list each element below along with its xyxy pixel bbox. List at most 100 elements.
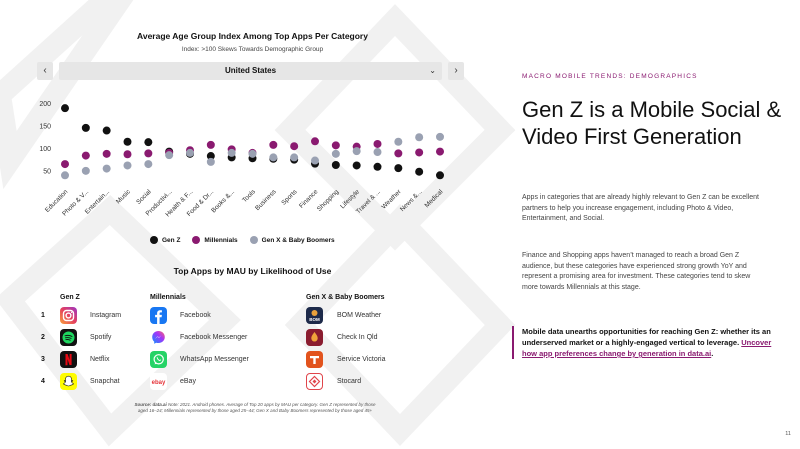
x-tick-label: Business: [254, 188, 278, 212]
data-point-gen-x-baby-boomers-12: [311, 156, 319, 165]
data-point-millennials-7: [206, 140, 215, 149]
data-point-millennials-17: [415, 148, 424, 157]
data-point-gen-z-3: [123, 137, 132, 146]
data-point-gen-x-baby-boomers-3: [123, 161, 132, 170]
apps-table-title: Top Apps by MAU by Likelihood of Use: [173, 266, 332, 276]
country-select-value: United States: [224, 66, 277, 75]
rank-2: 2: [41, 334, 45, 341]
app-name-stocard: Stocard: [337, 378, 362, 385]
data-point-gen-x-baby-boomers-16: [394, 137, 403, 146]
legend-dot-millennials: [192, 236, 201, 244]
page-headline: Gen Z is a Mobile Social & Video First G…: [522, 97, 782, 149]
ebay-icon: ebay: [150, 373, 167, 390]
section-eyebrow: MACRO MOBILE TRENDS: DEMOGRAPHICS: [522, 73, 698, 80]
x-tick-label: Books &...: [210, 188, 236, 214]
x-tick-label: Medical: [424, 188, 445, 209]
data-point-gen-z-17: [415, 167, 424, 176]
x-tick-label: News &...: [399, 188, 424, 213]
data-point-millennials-0: [61, 160, 69, 169]
data-point-gen-x-baby-boomers-10: [269, 153, 278, 162]
data-point-gen-z-1: [81, 123, 90, 132]
callout-link[interactable]: Uncover how app preferences change by ge…: [522, 338, 772, 358]
legend-dot-genx: [249, 236, 258, 244]
data-point-gen-z-16: [394, 164, 403, 173]
page-number: 11: [785, 431, 791, 437]
data-point-gen-z-13: [331, 161, 340, 169]
callout-box: Mobile data unearths opportunities for r…: [512, 326, 774, 359]
data-point-millennials-10: [269, 140, 278, 149]
data-point-gen-x-baby-boomers-14: [352, 147, 361, 156]
data-point-gen-z-7: [206, 152, 215, 161]
col-header-genx: Gen X & Baby Boomers: [306, 294, 385, 301]
x-tick-label: Music: [115, 188, 132, 205]
chevron-down-icon: ⌄: [429, 66, 436, 75]
messenger-icon: [150, 329, 167, 346]
chart-legend: Gen Z Millennials Gen X & Baby Boomers: [150, 236, 335, 244]
app-name-snapchat: Snapchat: [90, 378, 120, 385]
prev-country-button[interactable]: ‹: [37, 62, 53, 80]
data-point-millennials-1: [81, 151, 90, 160]
app-name-whatsapp: WhatsApp Messenger: [180, 356, 249, 363]
chart-title: Average Age Group Index Among Top Apps P…: [137, 31, 368, 41]
x-tick-label: Sports: [280, 188, 299, 207]
rank-3: 3: [41, 356, 45, 363]
col-header-millennials: Millennials: [150, 294, 186, 301]
callout-text: Mobile data unearths opportunities for r…: [522, 327, 771, 347]
data-point-gen-x-baby-boomers-0: [61, 171, 69, 180]
snapchat-icon: [60, 373, 77, 390]
legend-item-gen-z: Gen Z: [150, 236, 180, 244]
data-point-millennials-4: [144, 149, 153, 158]
data-point-gen-x-baby-boomers-15: [373, 148, 382, 157]
legend-item-millennials: Millennials: [192, 236, 238, 244]
check-in-qld-icon: [306, 329, 323, 346]
data-point-gen-z-15: [373, 162, 382, 171]
data-point-gen-x-baby-boomers-13: [331, 149, 340, 158]
chevron-right-icon: ›: [454, 65, 458, 76]
data-point-gen-z-4: [144, 138, 153, 147]
body-paragraph-1: Apps in categories that are already high…: [522, 194, 759, 222]
app-name-service-victoria: Service Victoria: [337, 356, 386, 363]
data-point-gen-x-baby-boomers-8: [227, 148, 236, 157]
data-point-gen-z-0: [61, 104, 69, 113]
chevron-left-icon: ‹: [43, 65, 47, 76]
data-point-gen-x-baby-boomers-4: [144, 160, 153, 169]
data-point-millennials-12: [311, 137, 319, 146]
data-point-gen-z-14: [352, 161, 361, 170]
ebay-logo-text: ebay: [152, 380, 166, 386]
data-point-gen-z-18: [436, 171, 444, 180]
data-point-gen-z-2: [102, 126, 111, 135]
legend-label-millennials: Millennials: [204, 236, 238, 244]
data-point-millennials-11: [290, 142, 299, 151]
stocard-icon: [306, 373, 323, 390]
callout-end: .: [711, 349, 714, 358]
y-tick-label: 200: [39, 101, 51, 108]
data-point-gen-x-baby-boomers-9: [248, 149, 257, 158]
app-name-instagram: Instagram: [90, 312, 122, 319]
rank-4: 4: [41, 378, 45, 385]
y-tick-label: 150: [39, 124, 51, 131]
col-header-gen-z: Gen Z: [60, 294, 80, 301]
data-point-gen-x-baby-boomers-2: [102, 164, 111, 173]
facebook-icon: [150, 307, 167, 324]
chart-subtitle: Index: >100 Skews Towards Demographic Gr…: [181, 46, 324, 53]
body-paragraph-2: Finance and Shopping apps haven’t manage…: [522, 252, 751, 291]
data-point-gen-x-baby-boomers-1: [81, 166, 90, 175]
app-name-ebay: eBay: [180, 378, 196, 385]
instagram-icon: [60, 307, 77, 324]
x-tick-label: Social: [135, 188, 153, 206]
spotify-icon: [60, 329, 77, 346]
netflix-icon: [60, 351, 77, 368]
country-select[interactable]: United States ⌄: [59, 62, 442, 80]
next-country-button[interactable]: ›: [448, 62, 464, 80]
source-note-text: Note: 2021. Android phones. Average of T…: [137, 402, 376, 413]
app-name-spotify: Spotify: [90, 334, 112, 341]
y-tick-label: 100: [39, 146, 51, 153]
data-point-gen-x-baby-boomers-5: [165, 151, 174, 160]
bom-weather-icon: BOM: [306, 307, 323, 324]
app-name-facebook: Facebook: [180, 312, 211, 319]
data-point-millennials-16: [394, 149, 403, 158]
source-note: Source: data.ai Note: 2021. Android phon…: [130, 402, 380, 414]
legend-label-genx: Gen X & Baby Boomers: [261, 236, 335, 244]
app-name-messenger: Facebook Messenger: [180, 334, 248, 341]
data-point-millennials-18: [436, 147, 444, 156]
